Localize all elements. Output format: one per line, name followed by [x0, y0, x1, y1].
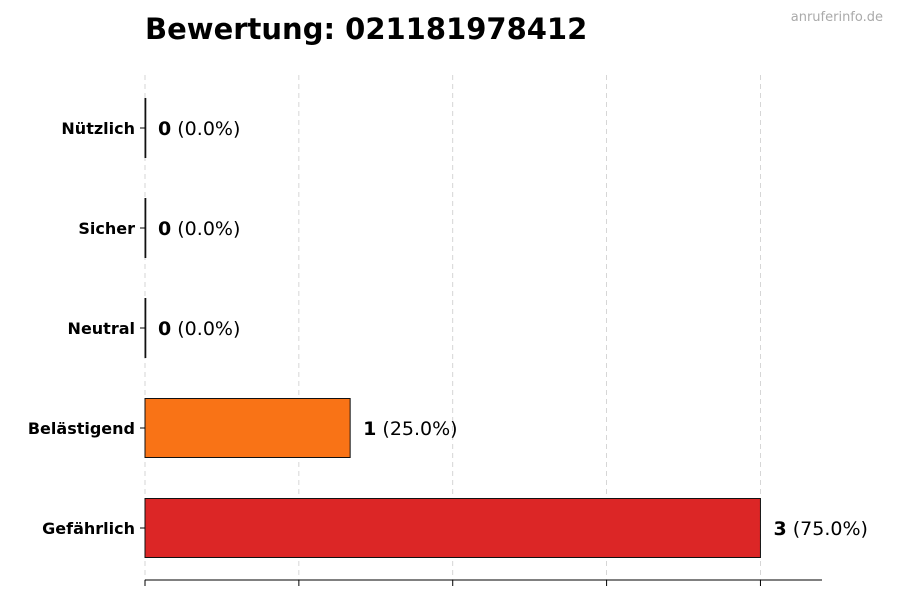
data-label-percent: (0.0%) [171, 218, 240, 240]
category-label: Gefährlich [42, 519, 135, 538]
data-label: 0 (0.0%) [158, 318, 240, 340]
data-label-value: 0 [158, 118, 171, 140]
category-label: Belästigend [28, 419, 135, 438]
data-label-value: 1 [363, 418, 376, 440]
data-label-value: 0 [158, 218, 171, 240]
data-label-value: 0 [158, 318, 171, 340]
data-label-percent: (0.0%) [171, 118, 240, 140]
category-label: Neutral [68, 319, 135, 338]
watermark: anruferinfo.de [790, 10, 883, 25]
data-label: 3 (75.0%) [773, 518, 867, 540]
data-label-percent: (25.0%) [376, 418, 457, 440]
data-label: 1 (25.0%) [363, 418, 457, 440]
category-label: Nützlich [61, 119, 135, 138]
data-label: 0 (0.0%) [158, 218, 240, 240]
data-label: 0 (0.0%) [158, 118, 240, 140]
data-label-percent: (75.0%) [787, 518, 868, 540]
data-label-percent: (0.0%) [171, 318, 240, 340]
bar-2 [144, 298, 147, 358]
chart-title: Bewertung: 021181978412 [145, 12, 588, 46]
category-label: Sicher [78, 219, 135, 238]
data-label-value: 3 [773, 518, 786, 540]
bar-4 [144, 498, 761, 558]
bar-3 [144, 398, 351, 458]
bar-0 [144, 98, 147, 158]
bar-1 [144, 198, 147, 258]
